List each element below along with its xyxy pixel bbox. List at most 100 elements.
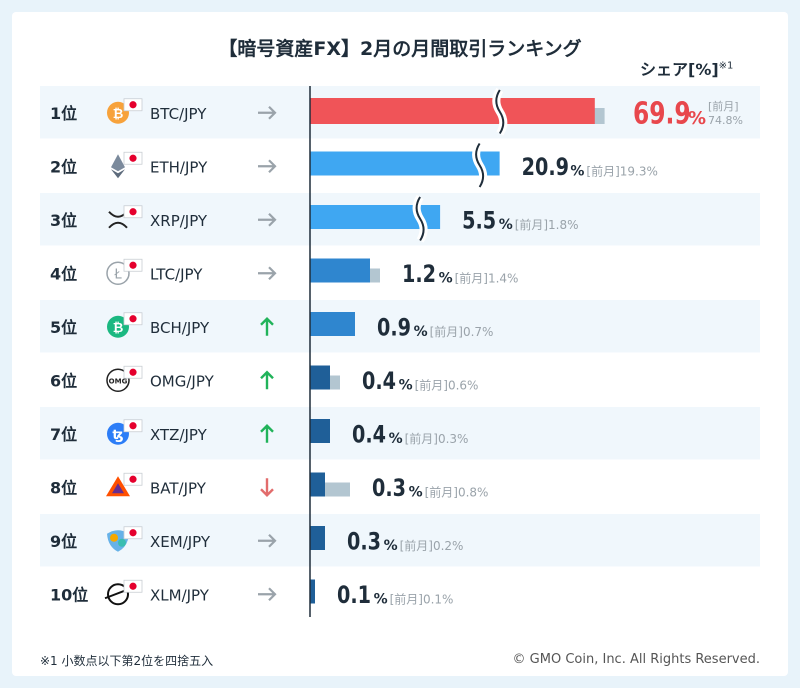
row-background: [40, 407, 760, 460]
rank-row: 1位 ₿ BTC/JPY 69.9%[前月]74.8%: [40, 86, 760, 139]
rank-row: 6位 OMG OMG/JPY 0.4% [前月]0.6%: [50, 365, 479, 396]
footnote: ※1 小数点以下第2位を四捨五入: [40, 654, 214, 668]
pair-label: XRP/JPY: [150, 212, 208, 230]
row-background: [40, 514, 760, 567]
previous-value: [前月]0.7%: [430, 324, 494, 339]
pair-label: ETH/JPY: [150, 158, 208, 176]
rank-label: 6位: [50, 371, 77, 390]
copyright: © GMO Coin, Inc. All Rights Reserved.: [512, 652, 760, 667]
rank-label: 3位: [50, 211, 77, 230]
value-label: 20.9: [522, 154, 569, 182]
previous-value: [前月]0.8%: [425, 484, 489, 499]
nem-dot-icon: [110, 533, 118, 542]
jp-flag-disc: [129, 315, 137, 323]
bitcoin-cash-icon: [107, 315, 129, 338]
percent-sign: %: [414, 324, 428, 340]
current-month-bar: [310, 151, 500, 176]
current-month-bar: [310, 365, 330, 390]
value-label: 0.3: [372, 475, 406, 503]
share-note-mark: ※1: [718, 60, 734, 72]
percent-sign: %: [409, 484, 423, 500]
litecoin-icon: [106, 261, 130, 285]
arrow-up-icon: [260, 370, 274, 390]
rank-row: 4位 Ł LTC/JPY 1.2% [前月]1.4%: [50, 258, 519, 289]
pair-label: BAT/JPY: [150, 479, 207, 497]
value-label: 0.3: [347, 529, 381, 557]
pair-label: LTC/JPY: [150, 265, 203, 283]
rank-row: 3位 XRP/JPY 5.5% [前月]1.8%: [40, 193, 760, 246]
value-label: 0.4: [352, 422, 386, 450]
jp-flag-disc: [129, 582, 137, 590]
percent-sign: %: [374, 591, 388, 607]
jp-flag-disc: [129, 475, 137, 483]
bitcoin-icon: [107, 101, 129, 124]
current-month-bar: [310, 258, 370, 283]
axis-break-mark: [415, 196, 425, 242]
previous-value: [前月]1.4%: [455, 270, 519, 285]
percent-sign: %: [570, 163, 584, 179]
pair-label: XLM/JPY: [150, 586, 210, 604]
current-month-bar: [310, 526, 325, 550]
jp-flag-disc: [129, 368, 137, 376]
previous-value: [前月]0.6%: [415, 377, 479, 392]
omg-icon: [106, 368, 130, 392]
rank-row: 9位 XEM/JPY 0.3% [前月]0.2%: [40, 514, 760, 567]
jp-flag-disc: [129, 261, 137, 269]
axis-break-mark: [475, 142, 485, 188]
current-month-bar: [310, 472, 325, 497]
rank-row: 7位 ꜩ XTZ/JPY 0.4% [前月]0.3%: [40, 407, 760, 460]
rank-row: 10位 XLM/JPY 0.1% [前月]0.1%: [50, 579, 454, 610]
current-month-bar: [310, 98, 595, 124]
previous-value: [前月]0.3%: [405, 431, 469, 446]
rank-label: 5位: [50, 318, 77, 337]
chart-title: 【暗号資産FX】2月の月間取引ランキング: [218, 38, 582, 60]
pair-label: OMG/JPY: [150, 372, 215, 390]
percent-sign: %: [439, 270, 453, 286]
bitcoin-cash-glyph: ₿: [113, 321, 124, 336]
arrow-right-icon: [258, 587, 277, 602]
arrow-right-icon: [258, 533, 277, 548]
current-month-bar: [310, 579, 315, 604]
percent-sign: %: [384, 538, 398, 554]
ethereum-lower-icon: [111, 169, 125, 179]
ethereum-icon: [111, 154, 125, 172]
nem-dot2-icon: [118, 538, 126, 547]
rank-row: 8位 BAT/JPY 0.3% [前月]0.8%: [50, 472, 489, 503]
jp-flag-disc: [129, 101, 137, 109]
stellar-icon: [107, 583, 129, 606]
pair-label: BTC/JPY: [150, 105, 207, 123]
bitcoin-glyph: ₿: [113, 107, 124, 122]
current-month-bar: [310, 419, 330, 443]
previous-value: [前月]0.2%: [400, 538, 464, 553]
rank-label: 2位: [50, 157, 77, 176]
rank-label: 4位: [50, 264, 77, 283]
jp-flag-disc: [129, 154, 137, 162]
tezos-glyph: ꜩ: [112, 428, 123, 443]
rank-label: 1位: [50, 104, 77, 123]
arrow-down-icon: [260, 478, 274, 497]
litecoin-glyph: Ł: [113, 267, 122, 282]
share-label-text: シェア[%]: [640, 60, 719, 79]
rank-label: 9位: [50, 532, 77, 551]
previous-value: [前月]0.1%: [390, 591, 454, 606]
value-label: 0.9: [377, 315, 411, 343]
pair-label: XEM/JPY: [150, 533, 211, 551]
tezos-icon: [107, 422, 129, 445]
rank-row: 5位 ₿ BCH/JPY 0.9% [前月]0.7%: [40, 300, 760, 353]
percent-sign: %: [688, 108, 706, 129]
arrow-right-icon: [258, 159, 277, 174]
rank-row: 2位 ETH/JPY 20.9% [前月]19.3%: [50, 141, 658, 190]
pair-label: XTZ/JPY: [150, 426, 208, 444]
percent-sign: %: [499, 217, 513, 233]
rank-label: 7位: [50, 425, 77, 444]
previous-value: [前月]1.8%: [515, 217, 579, 232]
current-month-bar: [310, 312, 355, 336]
jp-flag-disc: [129, 208, 137, 216]
percent-sign: %: [399, 377, 413, 393]
value-label: 5.5: [462, 208, 496, 236]
rank-label: 8位: [50, 478, 77, 497]
value-label: 0.1: [337, 582, 371, 610]
row-background: [40, 300, 760, 353]
percent-sign: %: [389, 431, 403, 447]
